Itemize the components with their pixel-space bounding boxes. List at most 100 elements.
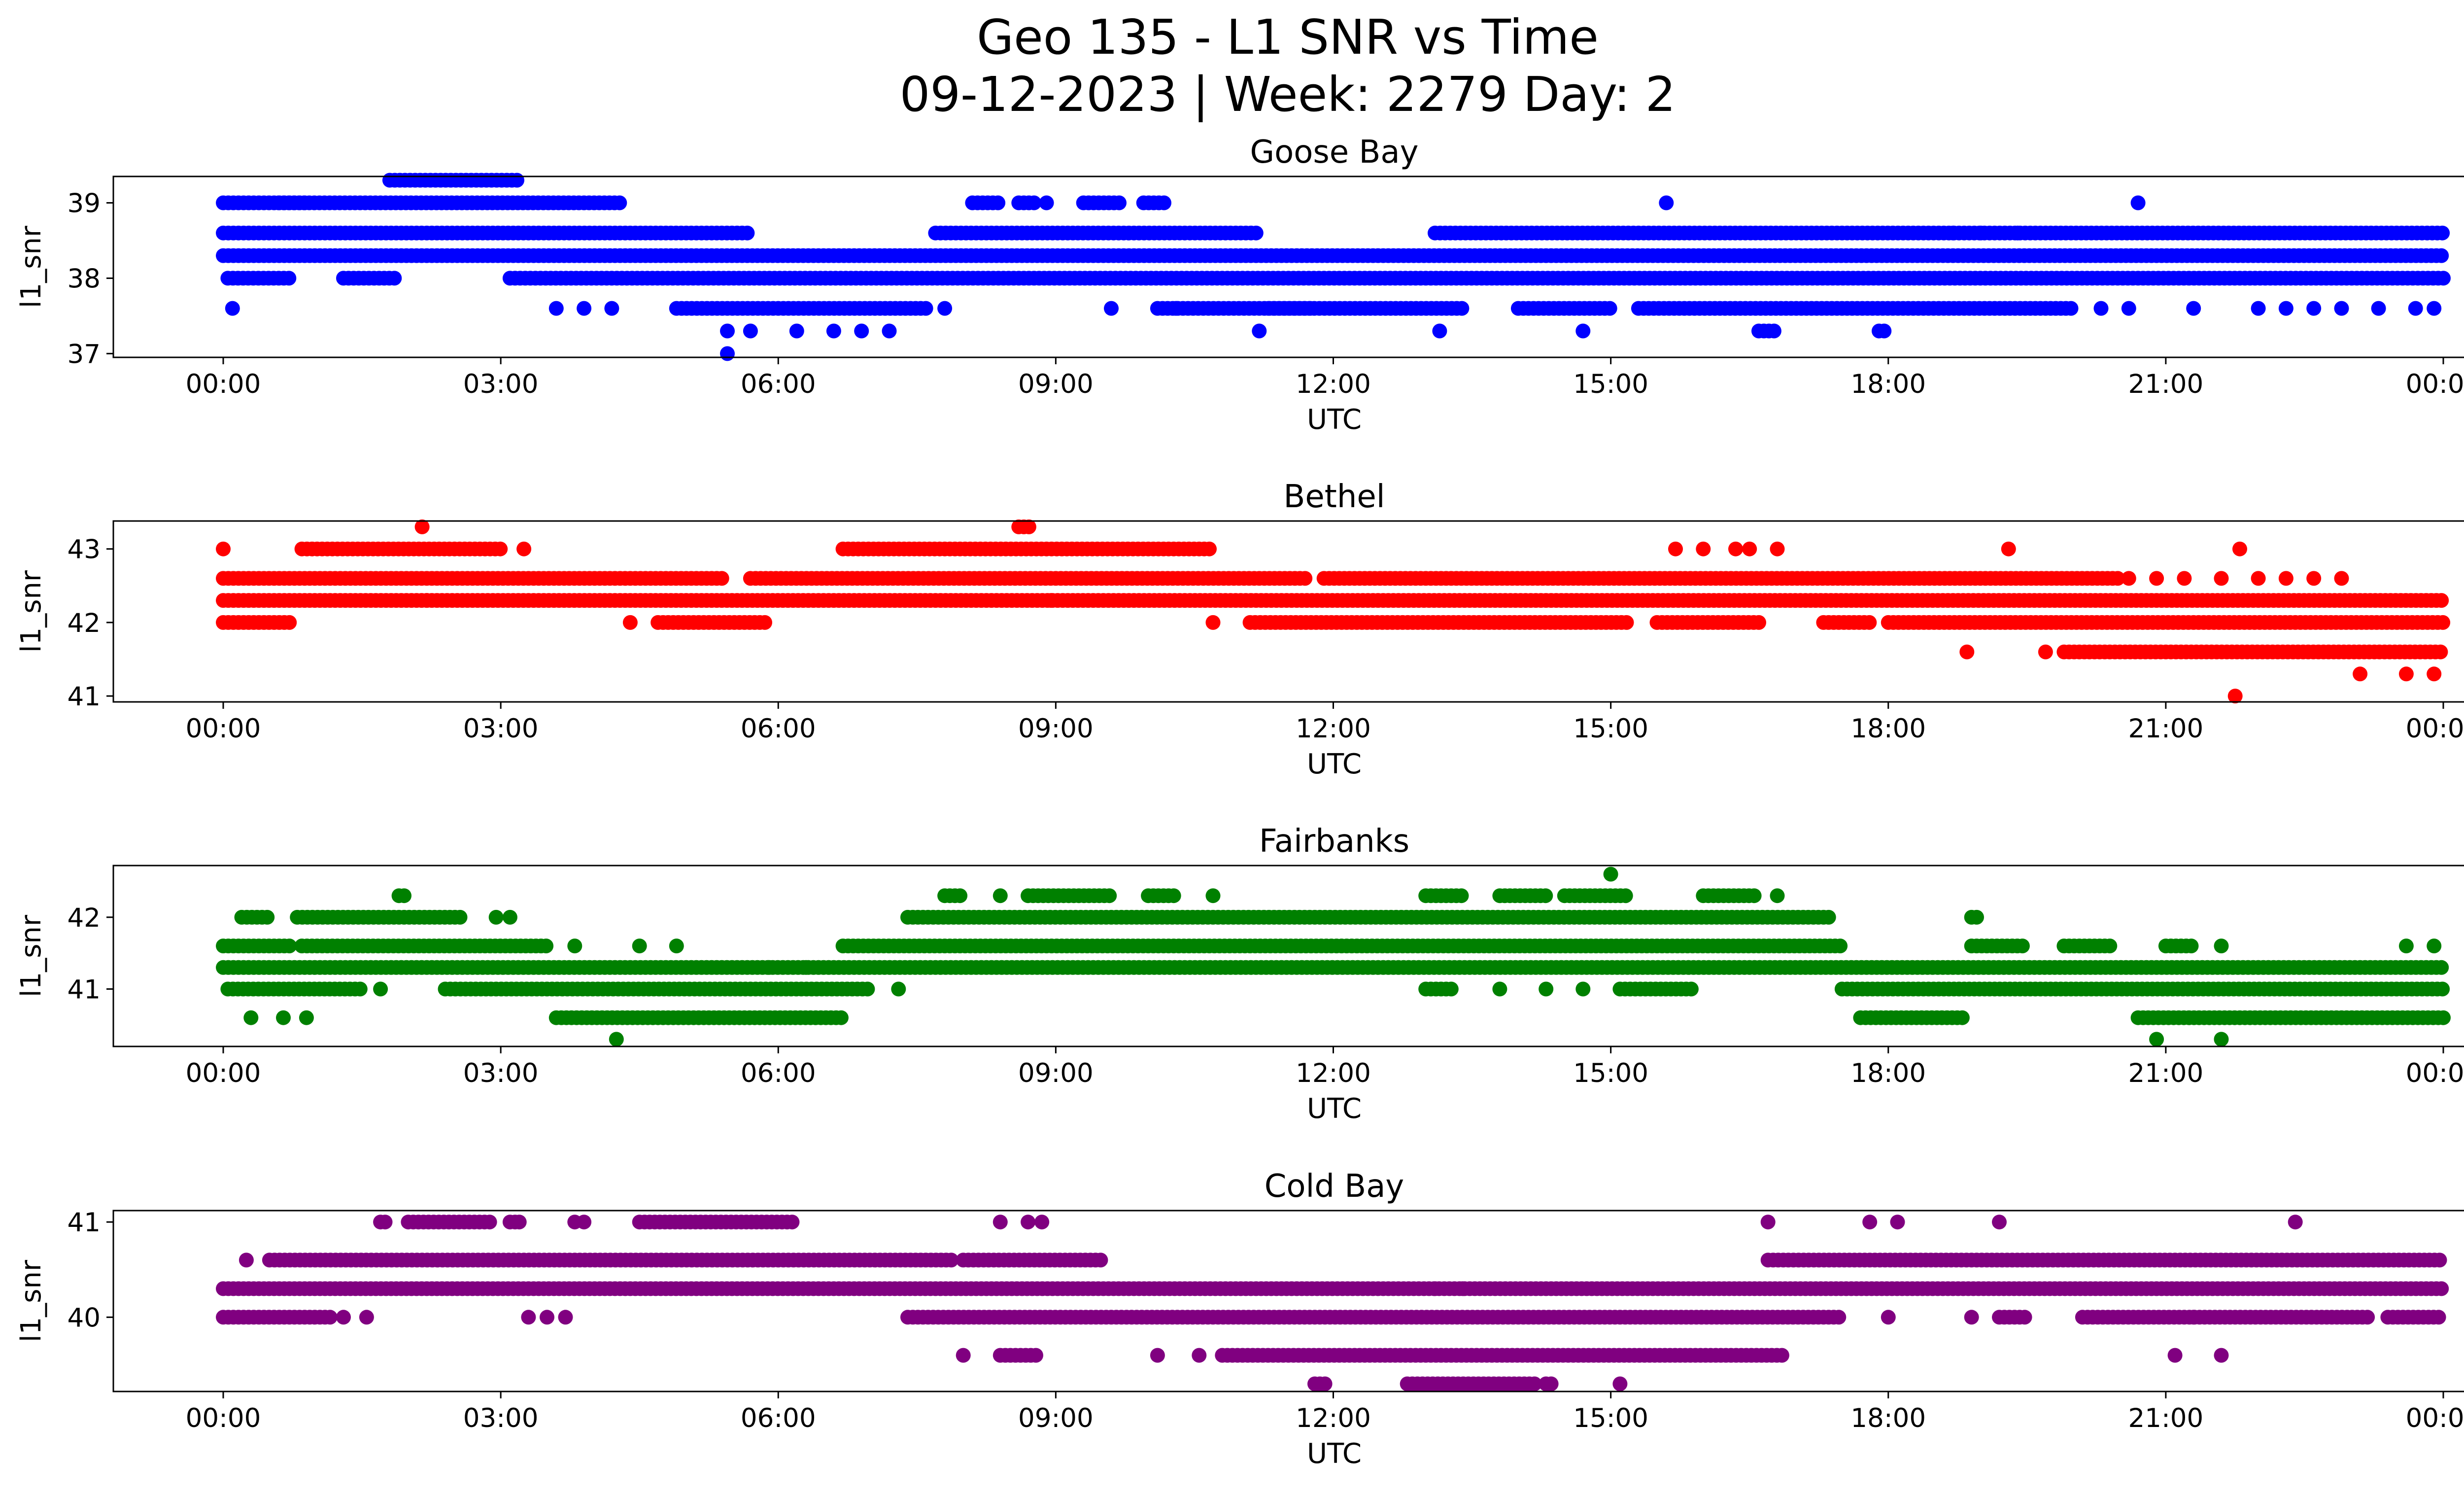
data-point [2110,571,2125,586]
data-point [1603,867,1618,882]
data-point [1112,195,1127,210]
x-axis-label: UTC [1307,404,1362,436]
y-axis-label: l1_snr [15,914,47,997]
data-point [539,939,554,954]
data-point [1766,323,1781,339]
data-point [1454,888,1469,904]
data-point [282,615,297,630]
x-tick-label: 00:00 [186,369,261,399]
axes-frame [112,175,2464,358]
data-point [2015,939,2030,954]
data-point [2177,571,2192,586]
x-tick-label: 21:00 [2128,714,2204,744]
data-point [2427,666,2442,682]
x-tick-label: 06:00 [741,1058,816,1088]
data-point [2186,301,2201,316]
y-tick-label: 37 [68,339,101,369]
x-tick-label: 03:00 [463,369,539,399]
data-point [2434,1281,2449,1296]
data-point [1877,323,1892,339]
y-tick-label: 39 [68,189,101,219]
data-point [2121,301,2136,316]
data-point [789,323,804,339]
data-point [2121,571,2136,586]
data-point [1973,225,1988,241]
data-point [493,541,508,556]
x-tick-label: 00:00 [2406,1058,2464,1088]
x-tick-label: 09:00 [1018,1058,1094,1088]
data-point [2001,541,2016,556]
data-point [860,981,875,997]
data-point [1298,571,1313,586]
data-point [1751,615,1766,630]
x-tick-label: 06:00 [741,369,816,399]
x-tick-label: 15:00 [1573,369,1648,399]
data-point [567,939,582,954]
data-point [2434,593,2449,608]
panel-title: Goose Bay [1250,134,1419,171]
figure-title: Geo 135 - L1 SNR vs Time 09-12-2023 | We… [0,9,2464,123]
x-tick-label: 09:00 [1018,369,1094,399]
data-point [548,301,564,316]
data-point [918,301,933,316]
data-point [2371,301,2386,316]
data-point [452,909,468,925]
data-point [2434,248,2449,263]
data-point [2038,644,2053,660]
data-point [1432,323,1447,339]
data-point [2227,689,2243,704]
x-tick-label: 00:00 [2406,369,2464,399]
data-point [1742,541,1757,556]
data-point [612,195,627,210]
data-point [414,519,430,534]
data-point [510,173,524,188]
data-point [1538,888,1553,904]
x-tick-label: 03:00 [463,1058,539,1088]
data-point [225,301,240,316]
y-tick-label: 43 [68,535,101,565]
axes-frame [112,865,2464,1047]
figure-title-line2: 09-12-2023 | Week: 2279 Day: 2 [899,67,1676,122]
x-tick-label: 12:00 [1296,714,1371,744]
data-point [2093,301,2109,316]
data-point [1539,981,1554,997]
data-point [937,301,953,316]
data-point [669,939,684,954]
data-point [1959,644,1975,660]
data-point [352,981,368,997]
y-tick-label: 42 [68,608,101,638]
panel-title: Bethel [1283,479,1385,515]
data-point [2149,1032,2164,1047]
data-point [419,593,434,608]
x-tick-label: 12:00 [1296,1058,1371,1088]
data-point [761,960,777,975]
x-tick-label: 21:00 [2128,369,2204,399]
data-point [2214,939,2229,954]
data-point [1492,981,1507,997]
data-point [740,225,755,241]
data-point [1770,888,1785,904]
data-point [1683,981,1699,997]
data-point [2232,541,2247,556]
data-point [2436,271,2451,286]
data-point [1202,541,1217,556]
y-tick-label: 38 [68,264,101,294]
data-point [216,541,231,556]
data-point [2063,301,2079,316]
x-tick-label: 00:00 [2406,714,2464,744]
data-point [2214,1032,2229,1047]
data-point [488,909,504,925]
data-point [2306,301,2322,316]
data-point [1021,519,1036,534]
x-tick-label: 18:00 [1850,714,1926,744]
data-point [992,888,1008,904]
data-point [622,615,638,630]
data-point [243,1010,259,1025]
data-point [1454,301,1470,316]
data-point [1696,541,1711,556]
data-point [882,323,897,339]
data-point [720,346,735,361]
data-point [2278,301,2293,316]
data-point [632,939,647,954]
